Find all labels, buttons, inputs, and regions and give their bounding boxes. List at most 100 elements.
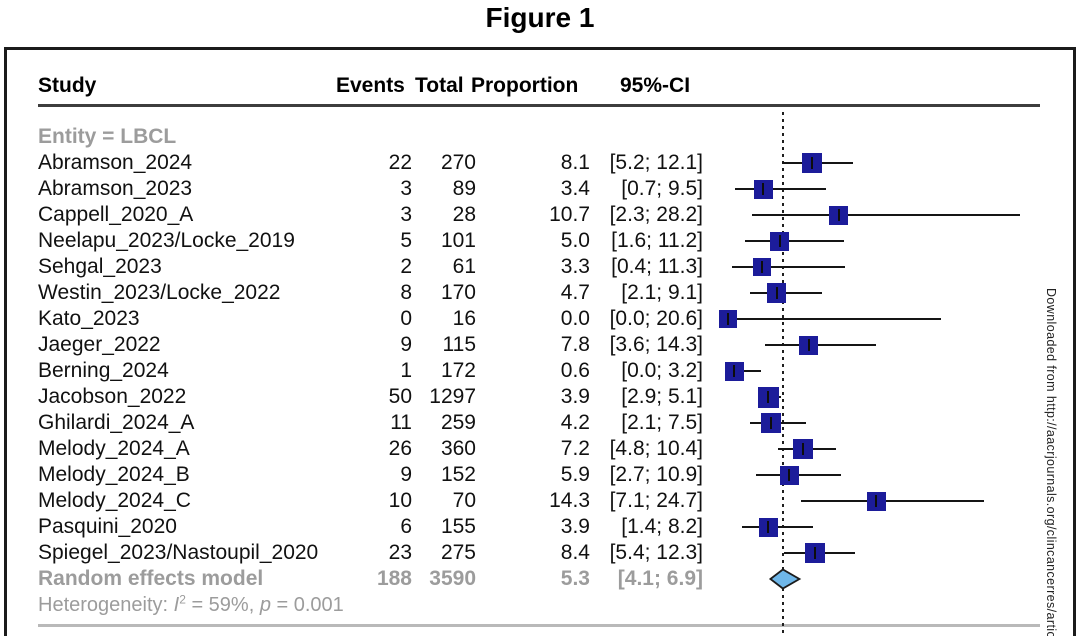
ci-line bbox=[751, 214, 1020, 216]
events-value: 10 bbox=[388, 489, 412, 512]
total-value: 101 bbox=[440, 229, 476, 252]
estimate-tick bbox=[788, 469, 791, 481]
estimate-tick bbox=[775, 287, 778, 299]
table-row: Jacobson_2022 50 1297 3.9 [2.9; 5.1] bbox=[0, 384, 1080, 410]
events-value: 23 bbox=[388, 541, 412, 564]
total-value: 89 bbox=[452, 177, 476, 200]
study-label: Abramson_2023 bbox=[38, 177, 193, 200]
proportion-value: 7.8 bbox=[560, 333, 590, 356]
study-label: Melody_2024_A bbox=[38, 437, 190, 460]
summary-events-value: 188 bbox=[376, 567, 412, 590]
events-value: 6 bbox=[400, 515, 412, 538]
ci-value: [5.4; 12.3] bbox=[609, 541, 703, 564]
table-row: Kato_2023 0 16 0.0 [0.0; 20.6] bbox=[0, 306, 1080, 332]
events-value: 3 bbox=[400, 177, 412, 200]
ci-value: [0.0; 20.6] bbox=[609, 307, 703, 330]
ci-value: [1.6; 11.2] bbox=[611, 229, 703, 252]
column-header-events: Events bbox=[336, 74, 405, 97]
events-value: 9 bbox=[400, 333, 412, 356]
total-value: 16 bbox=[452, 307, 476, 330]
study-label: Abramson_2024 bbox=[38, 151, 193, 174]
table-row: Abramson_2024 22 270 8.1 [5.2; 12.1] bbox=[0, 150, 1080, 176]
study-label: Melody_2024_C bbox=[38, 489, 191, 512]
proportion-value: 0.6 bbox=[560, 359, 590, 382]
summary-proportion-value: 5.3 bbox=[560, 567, 590, 590]
study-label: Neelapu_2023/Locke_2019 bbox=[38, 229, 295, 252]
study-label: Kato_2023 bbox=[38, 307, 140, 330]
total-value: 155 bbox=[440, 515, 476, 538]
ci-value: [4.8; 10.4] bbox=[609, 437, 703, 460]
total-value: 259 bbox=[440, 411, 476, 434]
estimate-tick bbox=[837, 209, 840, 221]
total-value: 28 bbox=[452, 203, 476, 226]
proportion-value: 7.2 bbox=[560, 437, 590, 460]
total-value: 270 bbox=[440, 151, 476, 174]
proportion-value: 3.9 bbox=[560, 385, 590, 408]
group-label-row: Entity = LBCL bbox=[0, 124, 1080, 150]
ci-value: [0.4; 11.3] bbox=[611, 255, 703, 278]
total-value: 61 bbox=[452, 255, 476, 278]
figure-title: Figure 1 bbox=[485, 2, 595, 33]
ci-value: [2.1; 7.5] bbox=[621, 411, 703, 434]
study-label: Pasquini_2020 bbox=[38, 515, 177, 538]
group-label: Entity = LBCL bbox=[38, 125, 177, 148]
table-row: Spiegel_2023/Nastoupil_2020 23 275 8.4 [5.4;… bbox=[0, 540, 1080, 566]
heterogeneity-part: Heterogeneity: bbox=[38, 594, 174, 616]
summary-total-value: 3590 bbox=[429, 567, 476, 590]
estimate-tick bbox=[767, 521, 770, 533]
estimate-tick bbox=[761, 261, 764, 273]
estimate-tick bbox=[813, 547, 816, 559]
ci-line bbox=[765, 344, 876, 346]
events-value: 3 bbox=[400, 203, 412, 226]
summary-ci-value: [4.1; 6.9] bbox=[617, 567, 703, 590]
events-value: 0 bbox=[400, 307, 412, 330]
ci-value: [2.1; 9.1] bbox=[621, 281, 703, 304]
ci-value: [0.7; 9.5] bbox=[621, 177, 703, 200]
heterogeneity-part: 2 bbox=[179, 592, 186, 607]
ci-value: [5.2; 12.1] bbox=[609, 151, 703, 174]
events-value: 2 bbox=[400, 255, 412, 278]
study-label: Ghilardi_2024_A bbox=[38, 411, 195, 434]
proportion-value: 8.1 bbox=[560, 151, 590, 174]
proportion-value: 4.7 bbox=[560, 281, 590, 304]
column-header-total: Total bbox=[415, 74, 464, 97]
estimate-tick bbox=[727, 313, 729, 325]
proportion-value: 3.3 bbox=[560, 255, 590, 278]
table-row: Cappell_2020_A 3 28 10.7 [2.3; 28.2] bbox=[0, 202, 1080, 228]
proportion-value: 8.4 bbox=[560, 541, 590, 564]
heterogeneity-part: I bbox=[173, 594, 180, 616]
table-row: Neelapu_2023/Locke_2019 5 101 5.0 [1.6; 11.2… bbox=[0, 228, 1080, 254]
events-value: 11 bbox=[390, 411, 412, 434]
total-value: 1297 bbox=[429, 385, 476, 408]
ci-line bbox=[728, 318, 942, 320]
events-value: 8 bbox=[400, 281, 412, 304]
total-value: 152 bbox=[440, 463, 476, 486]
table-row: Melody_2024_C 10 70 14.3 [7.1; 24.7] bbox=[0, 488, 1080, 514]
column-header-ci: 95%-CI bbox=[620, 74, 691, 97]
ci-value: [1.4; 8.2] bbox=[621, 515, 703, 538]
summary-row: Random effects model 188 3590 5.3 [4.1; 6.9] bbox=[0, 566, 1080, 592]
study-label: Westin_2023/Locke_2022 bbox=[38, 281, 281, 304]
table-row: Melody_2024_B 9 152 5.9 [2.7; 10.9] bbox=[0, 462, 1080, 488]
heterogeneity-part: p bbox=[259, 594, 271, 616]
table-row: Melody_2024_A 26 360 7.2 [4.8; 10.4] bbox=[0, 436, 1080, 462]
figure-border-box bbox=[4, 47, 1076, 636]
ci-value: [2.3; 28.2] bbox=[609, 203, 703, 226]
summary-label: Random effects model bbox=[38, 567, 264, 590]
ci-value: [2.7; 10.9] bbox=[609, 463, 703, 486]
proportion-value: 5.9 bbox=[560, 463, 590, 486]
column-header-study: Study bbox=[38, 74, 97, 97]
estimate-tick bbox=[770, 417, 773, 429]
estimate-tick bbox=[767, 391, 770, 403]
events-value: 9 bbox=[400, 463, 412, 486]
proportion-value: 14.3 bbox=[549, 489, 590, 512]
ci-line bbox=[735, 188, 827, 190]
total-value: 170 bbox=[440, 281, 476, 304]
proportion-value: 4.2 bbox=[560, 411, 590, 434]
header-divider-rule bbox=[38, 104, 1040, 107]
ci-line bbox=[801, 500, 984, 502]
heterogeneity-part: = 59%, bbox=[185, 594, 260, 616]
total-value: 172 bbox=[440, 359, 476, 382]
ci-value: [7.1; 24.7] bbox=[609, 489, 703, 512]
study-label: Jaeger_2022 bbox=[38, 333, 161, 356]
